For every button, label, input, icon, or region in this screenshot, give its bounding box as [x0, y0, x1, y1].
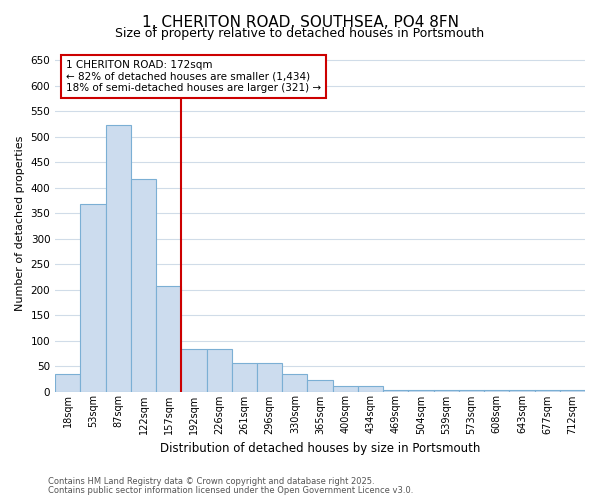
Bar — [509, 390, 535, 392]
Bar — [257, 363, 282, 392]
Text: Size of property relative to detached houses in Portsmouth: Size of property relative to detached ho… — [115, 28, 485, 40]
Bar — [307, 380, 332, 392]
Bar — [131, 179, 156, 392]
Bar — [560, 390, 585, 392]
Bar — [383, 390, 409, 392]
Bar — [232, 363, 257, 392]
Bar — [409, 390, 434, 392]
Y-axis label: Number of detached properties: Number of detached properties — [15, 136, 25, 311]
Bar — [459, 390, 484, 392]
Bar — [181, 349, 206, 392]
Bar — [535, 390, 560, 392]
Text: Contains HM Land Registry data © Crown copyright and database right 2025.: Contains HM Land Registry data © Crown c… — [48, 477, 374, 486]
Bar — [358, 386, 383, 392]
Bar — [206, 349, 232, 392]
Text: 1, CHERITON ROAD, SOUTHSEA, PO4 8FN: 1, CHERITON ROAD, SOUTHSEA, PO4 8FN — [142, 15, 458, 30]
Bar — [156, 286, 181, 392]
Bar — [80, 204, 106, 392]
Text: Contains public sector information licensed under the Open Government Licence v3: Contains public sector information licen… — [48, 486, 413, 495]
Text: 1 CHERITON ROAD: 172sqm
← 82% of detached houses are smaller (1,434)
18% of semi: 1 CHERITON ROAD: 172sqm ← 82% of detache… — [66, 60, 321, 93]
Bar — [106, 126, 131, 392]
Bar — [55, 374, 80, 392]
Bar — [434, 390, 459, 392]
X-axis label: Distribution of detached houses by size in Portsmouth: Distribution of detached houses by size … — [160, 442, 480, 455]
Bar — [484, 390, 509, 392]
Bar — [282, 374, 307, 392]
Bar — [332, 386, 358, 392]
